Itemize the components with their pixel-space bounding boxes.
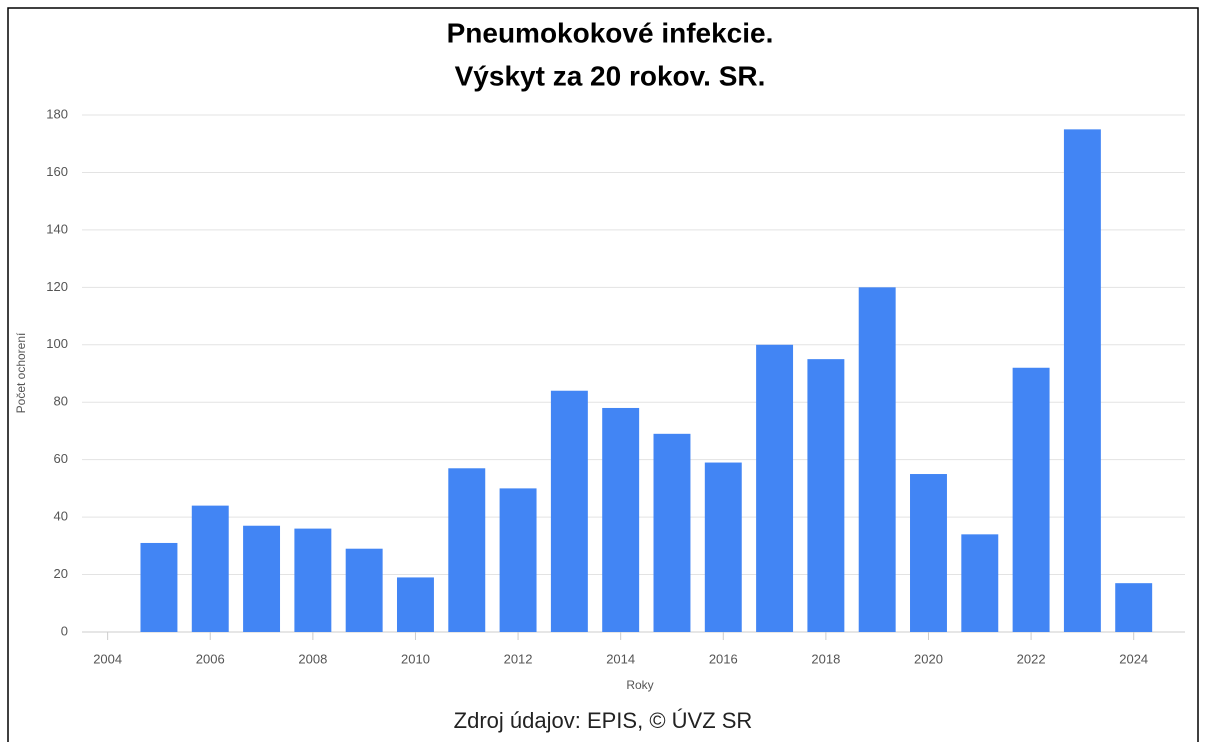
y-tick-label: 100	[46, 336, 68, 351]
frame	[7, 7, 1199, 742]
x-axis-label: Roky	[626, 678, 653, 692]
bar	[1012, 367, 1050, 632]
chart-title: Výskyt za 20 rokov. SR.	[455, 60, 766, 91]
x-tick-label: 2010	[401, 651, 430, 666]
bar	[756, 344, 794, 632]
x-tick-label: 2020	[914, 651, 943, 666]
bar	[345, 548, 383, 632]
y-tick-label: 180	[46, 106, 68, 121]
y-tick-label: 0	[61, 623, 68, 638]
bar	[243, 525, 281, 632]
bar	[807, 359, 845, 632]
bar	[294, 528, 332, 632]
y-tick-label: 60	[54, 451, 68, 466]
x-tick-label: 2016	[709, 651, 738, 666]
bar	[140, 542, 178, 632]
bar	[499, 488, 537, 632]
x-tick-label: 2024	[1119, 651, 1148, 666]
bar	[1115, 583, 1153, 632]
bar	[961, 534, 999, 632]
y-tick-label: 120	[46, 279, 68, 294]
y-tick-label: 40	[54, 509, 68, 524]
x-tick-label: 2018	[811, 651, 840, 666]
y-tick-label: 160	[46, 164, 68, 179]
bar	[448, 468, 486, 632]
bar	[602, 407, 640, 632]
bar	[396, 577, 434, 632]
y-tick-label: 20	[54, 566, 68, 581]
y-tick-label: 140	[46, 221, 68, 236]
chart-title: Pneumokokové infekcie.	[447, 17, 774, 48]
bar	[191, 505, 229, 632]
x-tick-label: 2014	[606, 651, 635, 666]
x-tick-label: 2022	[1017, 651, 1046, 666]
x-tick-label: 2012	[504, 651, 533, 666]
bar	[653, 433, 691, 632]
source: Zdroj údajov: EPIS, © ÚVZ SR	[454, 708, 753, 733]
bar	[704, 462, 742, 632]
bar	[1063, 129, 1101, 632]
bar	[550, 390, 588, 632]
x-tick-label: 2008	[298, 651, 327, 666]
bar	[858, 287, 896, 632]
y-tick-label: 80	[54, 394, 68, 409]
y-axis-label: Počet ochorení	[14, 332, 28, 413]
bar	[910, 474, 947, 632]
x-tick-label: 2006	[196, 651, 225, 666]
x-tick-label: 2004	[93, 651, 122, 666]
